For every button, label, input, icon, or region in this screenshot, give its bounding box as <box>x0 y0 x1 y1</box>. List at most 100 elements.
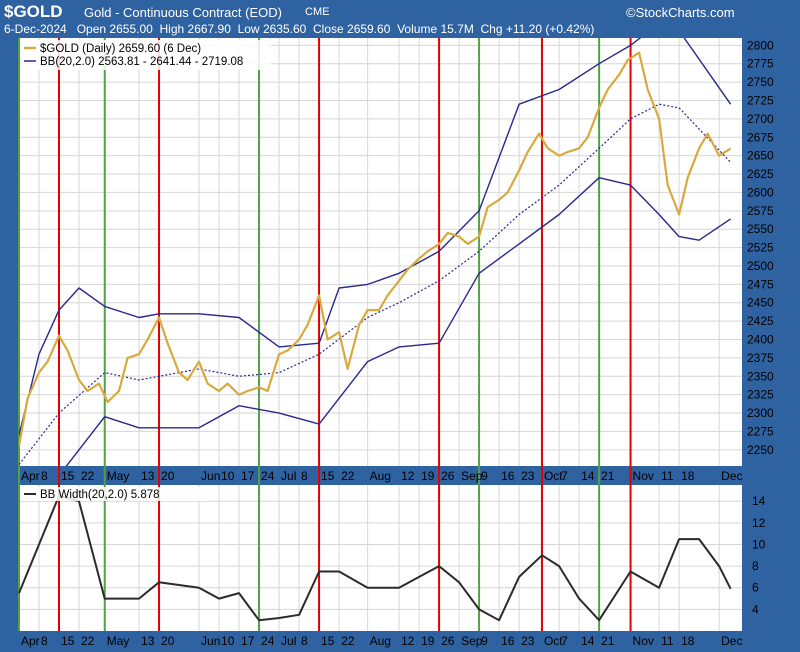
date-label: 6-Dec-2024 <box>4 22 67 36</box>
price-x-tick: 19 <box>421 469 435 483</box>
price-x-tick: Apr <box>21 469 40 483</box>
low-value: 2635.60 <box>262 22 307 36</box>
open-value: 2655.00 <box>109 22 153 36</box>
bbw-x-tick: Jun <box>201 634 220 648</box>
bbw-x-tick: 8 <box>41 634 48 648</box>
volume-label: Volume <box>397 22 438 36</box>
price-y-tick: 2325 <box>747 388 774 402</box>
bbw-x-tick: 26 <box>441 634 455 648</box>
bbw-x-tick: Jul <box>281 634 296 648</box>
bbw-x-tick: 13 <box>141 634 155 648</box>
legend: $GOLD (Daily) 2659.60 (6 Dec) BB(20,2.0)… <box>21 40 271 70</box>
price-x-tick: Aug <box>370 469 391 483</box>
price-y-tick: 2575 <box>747 204 774 218</box>
bbw-x-tick: Sep <box>461 634 483 648</box>
price-y-tick: 2450 <box>747 296 774 310</box>
price-y-tick: 2400 <box>747 333 774 347</box>
bbw-x-tick: 20 <box>161 634 175 648</box>
bbw-x-tick: 22 <box>81 634 95 648</box>
price-x-tick: Nov <box>633 469 654 483</box>
price-y-tick: 2375 <box>747 351 774 365</box>
bbw-x-tick: Apr <box>21 634 40 648</box>
bbw-x-tick: 15 <box>61 634 75 648</box>
price-x-tick: 14 <box>581 469 595 483</box>
legend-bbw-group: BB Width(20,2.0) 5.878 <box>21 487 211 501</box>
price-y-tick: 2775 <box>747 57 774 71</box>
low-label: Low <box>237 22 260 36</box>
price-y-tick: 2250 <box>747 443 774 457</box>
price-y-tick: 2600 <box>747 185 774 199</box>
bbw-x-tick: 7 <box>561 634 568 648</box>
price-x-tick: 26 <box>441 469 455 483</box>
price-y-tick: 2300 <box>747 406 774 420</box>
legend-bbw-box <box>21 487 211 501</box>
bbw-x-tick: 17 <box>241 634 255 648</box>
bbw-x-tick: 12 <box>401 634 415 648</box>
bbw-x-tick: 22 <box>341 634 355 648</box>
price-x-tick: Dec <box>721 469 742 483</box>
tick-labels-layer: 2250 2275 2300 2325 2350 2375 2400 2425 2450 2475… <box>21 38 774 648</box>
price-x-tick: Jun <box>201 469 220 483</box>
bbw-x-tick: 24 <box>261 634 275 648</box>
bbw-line <box>18 494 732 622</box>
bbw-x-tick: 19 <box>421 634 435 648</box>
price-y-tick: 2275 <box>747 424 774 438</box>
price-x-tick: Oct <box>544 469 563 483</box>
price-x-tick: Jul <box>281 469 296 483</box>
close-value: 2659.60 <box>347 22 391 36</box>
legend-bb: BB(20,2.0) 2563.81 - 2641.44 - 2719.08 <box>40 56 243 68</box>
bbw-y-tick: 12 <box>752 516 766 530</box>
price-x-tick: 23 <box>521 469 535 483</box>
brand-watermark: ©StockCharts.com <box>626 5 735 20</box>
price-x-tick: 17 <box>241 469 255 483</box>
legend-bbw: BB Width(20,2.0) 5.878 <box>40 489 160 501</box>
price-x-tick: Sep <box>461 469 483 483</box>
price-x-tick: 11 <box>661 469 674 483</box>
price-x-tick: 18 <box>681 469 695 483</box>
price-y-tick: 2475 <box>747 277 774 291</box>
open-label: Open <box>76 22 107 36</box>
price-x-tick: 20 <box>161 469 175 483</box>
price-x-tick: 8 <box>301 469 308 483</box>
price-y-tick: 2550 <box>747 222 774 236</box>
price-x-tick: May <box>107 469 130 483</box>
bbw-y-tick: 8 <box>752 559 759 573</box>
price-x-tick: 10 <box>221 469 235 483</box>
price-y-tick: 2700 <box>747 112 774 126</box>
volume-value: 15.7M <box>440 22 474 36</box>
bbw-x-tick: 23 <box>521 634 535 648</box>
bbw-y-tick: 6 <box>752 581 759 595</box>
high-label: High <box>159 22 185 36</box>
bb-middle-line <box>19 103 732 465</box>
bbw-x-tick: 21 <box>601 634 615 648</box>
bbw-x-tick: 10 <box>221 634 235 648</box>
chg-value: +11.20 (+0.42%) <box>505 22 595 36</box>
close-label: Close <box>313 22 344 36</box>
bbw-x-tick: Nov <box>633 634 654 648</box>
bbw-x-tick: 9 <box>481 634 488 648</box>
price-panel <box>19 38 742 466</box>
price-x-tick: 22 <box>81 469 95 483</box>
bbw-x-tick: Dec <box>721 634 742 648</box>
bb-upper-line <box>19 38 732 436</box>
bbw-y-tick: 4 <box>752 602 759 616</box>
bbw-x-tick: Oct <box>544 634 563 648</box>
chart-title: Gold - Continuous Contract (EOD) <box>84 5 282 20</box>
bbw-x-tick: May <box>107 634 130 648</box>
bbw-x-tick: Aug <box>370 634 391 648</box>
bbw-x-tick: 16 <box>501 634 515 648</box>
high-value: 2667.90 <box>187 22 231 36</box>
price-x-tick: 22 <box>341 469 355 483</box>
price-x-tick: 21 <box>601 469 615 483</box>
price-x-tick: 13 <box>141 469 155 483</box>
price-y-tick: 2350 <box>747 369 774 383</box>
price-y-tick: 2725 <box>747 94 774 108</box>
price-y-tick: 2625 <box>747 167 774 181</box>
bbw-x-tick: 18 <box>681 634 695 648</box>
price-x-tick: 7 <box>561 469 568 483</box>
price-x-tick: 15 <box>321 469 335 483</box>
chg-label: Chg <box>480 22 503 36</box>
bbw-y-tick: 10 <box>752 537 766 551</box>
legend-box <box>21 40 271 70</box>
